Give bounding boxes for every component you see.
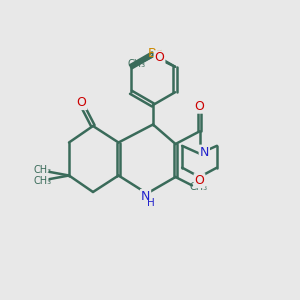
Text: O: O (195, 100, 204, 113)
Text: CH₃: CH₃ (34, 176, 52, 187)
Text: CH₃: CH₃ (189, 182, 207, 192)
Text: O: O (195, 174, 204, 187)
Text: N: N (200, 146, 209, 159)
Text: O: O (77, 96, 86, 109)
Text: CH₃: CH₃ (34, 165, 52, 175)
Text: Br: Br (148, 47, 163, 60)
Text: O: O (154, 51, 164, 64)
Text: N: N (141, 190, 150, 203)
Text: CH₃: CH₃ (128, 59, 146, 69)
Text: H: H (147, 197, 155, 208)
